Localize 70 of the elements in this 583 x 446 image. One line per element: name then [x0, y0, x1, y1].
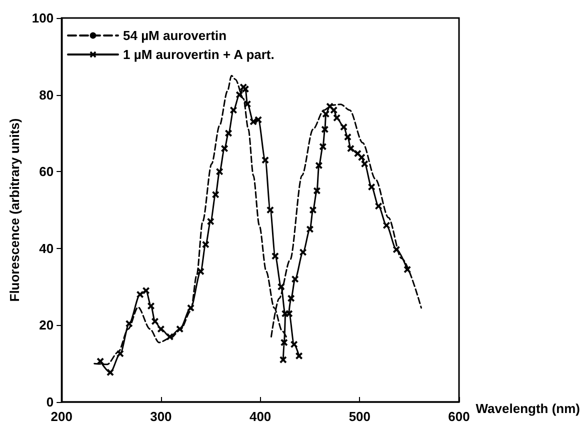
point [319, 143, 326, 150]
point [280, 356, 287, 364]
point [306, 226, 314, 233]
point [176, 326, 184, 333]
x-tick-label: 300 [150, 409, 172, 424]
point [230, 106, 237, 114]
point [313, 187, 320, 194]
legend-label: 54 µM aurovertin [123, 28, 227, 43]
point [221, 145, 228, 152]
point [202, 241, 210, 248]
point [157, 326, 164, 333]
point [236, 91, 243, 98]
point [106, 368, 114, 376]
point [116, 350, 124, 358]
point [148, 302, 155, 310]
y-tick-label: 60 [39, 164, 54, 180]
y-tick-label: 0 [46, 394, 54, 410]
point [382, 222, 390, 229]
point [262, 156, 269, 164]
point [136, 290, 144, 298]
point [96, 358, 104, 365]
y-tick-label: 40 [39, 240, 54, 256]
point [404, 266, 411, 274]
x-tick-label: 600 [448, 409, 470, 424]
x-tick-label: 200 [50, 409, 72, 424]
point [392, 246, 400, 254]
point [309, 206, 316, 214]
point [322, 110, 330, 118]
point [288, 294, 295, 302]
point [368, 183, 376, 190]
point [225, 130, 232, 137]
x-tick-label: 400 [249, 409, 272, 424]
point [272, 252, 279, 260]
point [340, 124, 348, 131]
point [300, 248, 307, 256]
point [321, 126, 328, 133]
x-tick-label: 500 [348, 409, 371, 424]
point [126, 320, 133, 328]
point [333, 114, 340, 122]
y-tick-label: 80 [39, 87, 54, 102]
point [280, 338, 288, 346]
point [330, 106, 338, 114]
point [358, 154, 366, 161]
point [296, 352, 303, 360]
y-axis-title: Fluorescence (arbitrary units) [7, 118, 22, 302]
point [187, 304, 194, 312]
point [290, 340, 298, 348]
point [361, 160, 368, 168]
point [278, 283, 285, 290]
point [344, 134, 352, 141]
y-tick-label: 100 [32, 10, 54, 26]
point [207, 218, 214, 226]
point [244, 100, 251, 108]
point [375, 202, 382, 210]
point [151, 318, 158, 325]
point [315, 162, 322, 169]
point [250, 118, 257, 126]
y-tick-label: 20 [39, 318, 54, 333]
x-axis-title: Wavelength (nm) [476, 401, 580, 416]
point [266, 206, 274, 214]
point [286, 310, 293, 318]
point [347, 145, 354, 152]
point [166, 333, 174, 340]
point [197, 268, 204, 275]
point [292, 276, 299, 283]
point [212, 191, 220, 198]
point [216, 168, 224, 176]
point [142, 287, 150, 294]
legend-label: 1 µM aurovertin + A part. [123, 47, 274, 62]
point [254, 116, 262, 124]
